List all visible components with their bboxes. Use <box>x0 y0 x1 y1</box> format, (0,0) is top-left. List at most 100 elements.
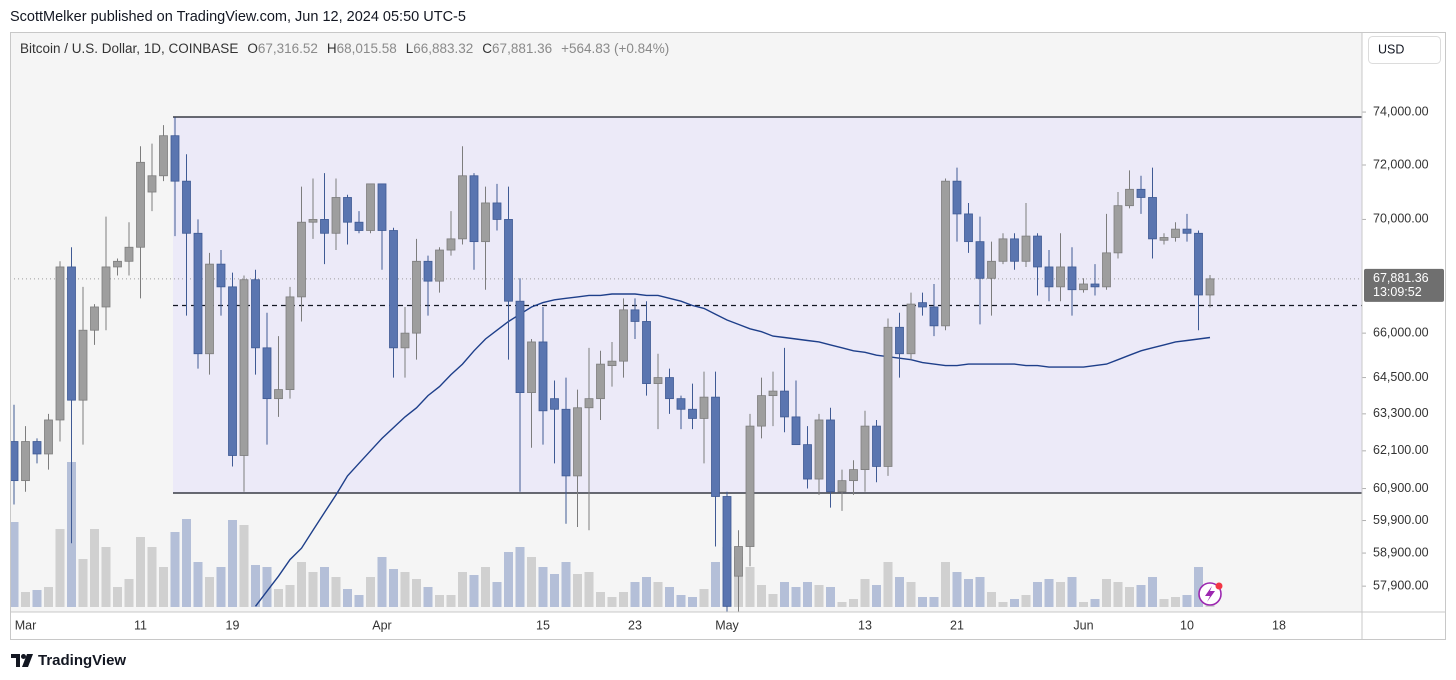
volume-bar <box>469 575 479 607</box>
volume-bar <box>1056 582 1065 607</box>
ohlc-value: 67,881.36 <box>492 41 552 56</box>
volume-bar <box>78 559 88 607</box>
candle-body <box>101 266 111 308</box>
volume-bar <box>366 577 375 607</box>
volume-bar <box>883 562 893 607</box>
volume-bar <box>55 529 65 607</box>
volume-bar <box>515 547 525 607</box>
candle-body <box>182 180 191 234</box>
x-tick-label: Apr <box>372 618 391 632</box>
volume-bar <box>757 585 766 607</box>
y-tick-label: 74,000.00 <box>1373 104 1429 118</box>
volume-bar <box>849 599 858 607</box>
volume-bar <box>274 589 283 607</box>
candle-body <box>757 395 766 427</box>
candle-body <box>895 326 904 355</box>
candle-body <box>826 419 835 493</box>
candle-body <box>1159 237 1169 241</box>
volume-bar <box>1113 582 1123 607</box>
candle-body <box>377 183 387 231</box>
volume-bar <box>228 520 237 607</box>
ohlc-value: 66,883.32 <box>413 41 473 56</box>
candle-body <box>722 496 732 607</box>
volume-bar <box>975 577 985 607</box>
candle-body <box>297 221 306 298</box>
volume-bar <box>596 592 605 607</box>
candle-body <box>67 266 76 401</box>
last-price-label: 67,881.36 <box>1373 271 1429 285</box>
candle-body <box>124 246 134 262</box>
candle-body <box>331 197 341 234</box>
candle-body <box>791 416 801 446</box>
volume-bar <box>837 602 847 607</box>
candle-body <box>688 408 697 419</box>
candle-body <box>308 219 318 223</box>
volume-bar <box>630 582 640 607</box>
candle-body <box>952 180 962 215</box>
candle-body <box>320 219 329 234</box>
volume-bar <box>354 595 364 607</box>
y-tick-label: 62,100.00 <box>1373 443 1429 457</box>
candle-body <box>642 321 651 384</box>
candle-body <box>136 161 145 248</box>
candle-body <box>665 377 674 400</box>
volume-bar <box>492 582 502 607</box>
currency-button[interactable] <box>1368 36 1441 64</box>
volume-bar <box>814 585 824 607</box>
y-tick-label: 64,500.00 <box>1373 370 1429 384</box>
candle-body <box>412 260 421 334</box>
candle-body <box>573 407 582 477</box>
candle-body <box>987 260 996 279</box>
currency-label[interactable]: USD <box>1378 42 1404 56</box>
y-tick-label: 63,300.00 <box>1373 406 1429 420</box>
volume-bar <box>412 579 421 607</box>
candle-body <box>918 302 927 308</box>
volume-bar <box>1171 597 1180 607</box>
volume-bar <box>90 529 99 607</box>
volume-bar <box>642 577 651 607</box>
candle-body <box>653 377 663 384</box>
candle-body <box>1171 228 1180 238</box>
candle-body <box>1044 266 1054 288</box>
y-tick-label: 59,900.00 <box>1373 513 1429 527</box>
volume-bar <box>113 587 122 607</box>
candle-body <box>400 332 410 349</box>
volume-bar <box>10 522 19 607</box>
candle-body <box>285 296 295 390</box>
y-tick-label: 58,900.00 <box>1373 545 1429 559</box>
volume-bar <box>262 567 272 607</box>
y-tick-label: 72,000.00 <box>1373 157 1429 171</box>
candle-body <box>469 175 479 243</box>
volume-bar <box>504 552 513 607</box>
volume-bar <box>964 579 973 607</box>
volume-bar <box>688 597 697 607</box>
volume-bar <box>1079 602 1088 607</box>
volume-bar <box>147 547 157 607</box>
volume-bar <box>205 577 214 607</box>
volume-bar <box>1159 599 1169 607</box>
volume-bar <box>1033 582 1042 607</box>
volume-bar <box>711 562 720 607</box>
candle-body <box>538 341 548 412</box>
volume-bar <box>653 582 663 607</box>
volume-bar <box>538 567 548 607</box>
candle-body <box>1056 266 1065 288</box>
candle-body <box>55 266 65 421</box>
volume-bar <box>285 585 295 607</box>
volume-bar <box>170 532 180 607</box>
candle-body <box>837 480 847 493</box>
x-tick-label: Jun <box>1073 618 1093 632</box>
candle-body <box>883 326 893 467</box>
x-tick-label: 10 <box>1180 618 1194 632</box>
publisher-line: ScottMelker published on TradingView.com… <box>10 9 466 25</box>
ohlc-key: L <box>406 41 414 56</box>
candle-body <box>1090 283 1100 288</box>
plot-layer: 74,000.00 72,000.00 70,000.00 66,000.00 64,5… <box>10 104 1444 632</box>
candle-body <box>745 425 755 547</box>
volume-bar <box>193 562 203 607</box>
candle-body <box>159 135 168 177</box>
candle-body <box>32 441 42 455</box>
candle-body <box>113 260 122 268</box>
x-tick-label: 11 <box>134 618 147 632</box>
candle-body <box>1194 232 1203 296</box>
